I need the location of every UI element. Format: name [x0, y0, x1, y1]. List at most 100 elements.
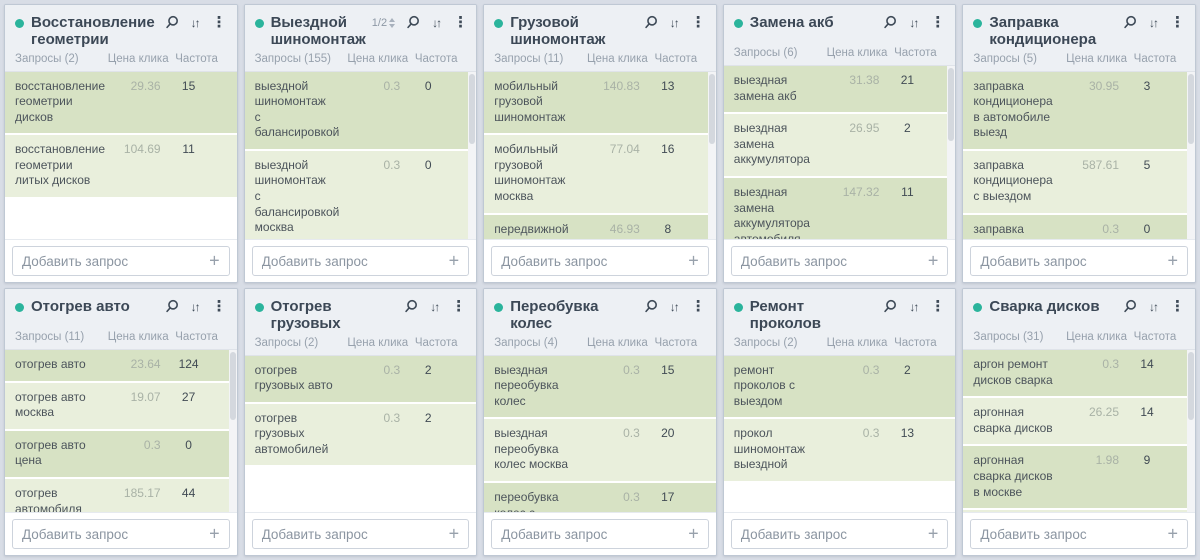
add-query-input[interactable]: [731, 520, 948, 548]
plus-icon[interactable]: +: [448, 523, 460, 544]
scrollbar[interactable]: [1187, 71, 1195, 239]
query-row[interactable]: аргонная сварка дисков в москве 1.98 9: [963, 446, 1195, 509]
kebab-menu-icon[interactable]: ⋮: [211, 14, 227, 31]
search-icon[interactable]: [1123, 15, 1138, 30]
kebab-menu-icon[interactable]: ⋮: [690, 14, 706, 31]
plus-icon[interactable]: +: [1167, 250, 1178, 271]
search-icon[interactable]: [644, 299, 659, 314]
query-row[interactable]: выездной шиномонтаж с балансировкой моск…: [244, 150, 477, 239]
scrollbar[interactable]: [1187, 350, 1195, 512]
kebab-menu-icon[interactable]: ⋮: [690, 298, 706, 315]
query-row[interactable]: отогрев авто москва 19.07 27: [5, 382, 237, 429]
sort-icon[interactable]: ↓↑: [190, 15, 201, 30]
plus-icon[interactable]: +: [1167, 523, 1178, 544]
page-stepper-icon[interactable]: [389, 17, 396, 28]
query-row[interactable]: прокол шиномонтаж выездной 0.3 13: [723, 419, 956, 482]
search-icon[interactable]: [165, 15, 180, 30]
page-indicator[interactable]: 1/2: [372, 17, 396, 29]
sort-icon[interactable]: ↓↑: [669, 299, 680, 314]
query-list: выездная переобувка колес 0.3 15 выездна…: [484, 354, 716, 512]
sort-icon[interactable]: ↓↑: [1149, 15, 1159, 30]
plus-icon[interactable]: +: [688, 523, 699, 544]
scrollbar-thumb[interactable]: [1188, 352, 1194, 421]
kebab-menu-icon[interactable]: ⋮: [930, 298, 946, 315]
query-row[interactable]: заправка кондиционера в автомобиле выезд…: [963, 71, 1195, 149]
query-row[interactable]: отогрев автомобиля 185.17 44: [5, 478, 237, 512]
plus-icon[interactable]: +: [209, 523, 220, 544]
scrollbar-thumb[interactable]: [229, 352, 236, 421]
add-query-input[interactable]: [971, 247, 1187, 275]
add-query-input[interactable]: [13, 247, 229, 275]
query-row[interactable]: аргон ремонт дисков сварка 0.3 14: [963, 350, 1195, 397]
query-row[interactable]: передвижной грузовой шиномонтаж 46.93 8: [484, 214, 716, 239]
scrollbar[interactable]: [707, 71, 716, 239]
query-row[interactable]: выездная замена аккумулятора 26.95 2: [723, 114, 956, 176]
query-row[interactable]: мобильный грузовой шиномонтаж 140.83 13: [484, 71, 716, 134]
kebab-menu-icon[interactable]: ⋮: [453, 14, 469, 31]
search-icon[interactable]: [165, 299, 180, 314]
scrollbar[interactable]: [468, 71, 477, 239]
query-row[interactable]: заправка кондиционера выездная 0.3 0: [963, 214, 1195, 239]
card-footer: +: [723, 239, 956, 282]
scrollbar[interactable]: [947, 66, 956, 239]
add-query-input[interactable]: [252, 247, 469, 275]
query-row[interactable]: аргонная сварка ремонт диска 0.3 46: [963, 510, 1195, 512]
query-row[interactable]: выездная замена аккумулятора автомобиля …: [723, 177, 956, 239]
search-icon[interactable]: [1123, 299, 1138, 314]
scrollbar-thumb[interactable]: [708, 73, 715, 144]
query-row[interactable]: восстановление геометрии дисков 29.36 15: [5, 71, 237, 134]
kebab-menu-icon[interactable]: ⋮: [1170, 14, 1185, 31]
query-row[interactable]: выездная замена акб 31.38 21: [723, 66, 956, 113]
plus-icon[interactable]: +: [927, 523, 939, 544]
kebab-menu-icon[interactable]: ⋮: [1170, 298, 1185, 315]
query-price: 0.3: [623, 426, 640, 441]
sort-icon[interactable]: ↓↑: [432, 15, 442, 30]
query-row[interactable]: отогрев грузовых авто 0.3 2: [244, 355, 477, 402]
kebab-menu-icon[interactable]: ⋮: [930, 14, 946, 31]
query-row[interactable]: выездная переобувка колес москва 0.3 20: [484, 419, 716, 482]
query-frequency: 0: [1143, 221, 1151, 236]
plus-icon[interactable]: +: [688, 250, 699, 271]
status-dot-icon: [973, 19, 983, 28]
search-icon[interactable]: [883, 15, 898, 30]
scrollbar-thumb[interactable]: [469, 73, 476, 144]
sort-icon[interactable]: ↓↑: [909, 299, 919, 314]
plus-icon[interactable]: +: [209, 250, 220, 271]
kebab-menu-icon[interactable]: ⋮: [451, 298, 467, 315]
query-row[interactable]: аргонная сварка дисков 26.25 14: [963, 398, 1195, 445]
sort-icon[interactable]: ↓↑: [430, 299, 440, 314]
query-row[interactable]: переобувка колес с выездом 0.3 17: [484, 483, 716, 512]
plus-icon[interactable]: +: [927, 250, 939, 271]
column-header-frequency: Частота: [175, 331, 218, 343]
query-row[interactable]: мобильный грузовой шиномонтаж москва 77.…: [484, 135, 716, 213]
status-dot-icon: [254, 303, 264, 312]
sort-icon[interactable]: ↓↑: [669, 15, 680, 30]
query-row[interactable]: ремонт проколов с выездом 0.3 2: [723, 355, 956, 418]
scrollbar[interactable]: [228, 350, 237, 512]
scrollbar-thumb[interactable]: [948, 68, 955, 141]
query-row[interactable]: отогрев авто цена 0.3 0: [5, 430, 237, 477]
scrollbar-thumb[interactable]: [1188, 73, 1194, 144]
kebab-menu-icon[interactable]: ⋮: [211, 298, 227, 315]
search-icon[interactable]: [404, 299, 419, 314]
search-icon[interactable]: [644, 15, 659, 30]
query-row[interactable]: отогрев грузовых автомобилей 0.3 2: [244, 403, 477, 466]
add-query-input[interactable]: [492, 247, 708, 275]
sort-icon[interactable]: ↓↑: [1149, 299, 1159, 314]
query-row[interactable]: выездной шиномонтаж с балансировкой 0.3 …: [244, 71, 477, 149]
add-query-input[interactable]: [252, 520, 469, 548]
query-row[interactable]: отогрев авто 23.64 124: [5, 350, 237, 381]
add-query-input[interactable]: [731, 247, 948, 275]
query-row[interactable]: восстановление геометрии литых дисков 10…: [5, 135, 237, 198]
search-icon[interactable]: [406, 15, 421, 30]
plus-icon[interactable]: +: [448, 250, 460, 271]
add-query-input[interactable]: [13, 520, 229, 548]
sort-icon[interactable]: ↓↑: [909, 15, 919, 30]
sort-icon[interactable]: ↓↑: [190, 299, 201, 314]
query-row[interactable]: выездная переобувка колес 0.3 15: [484, 355, 716, 418]
column-header-price: Цена клика: [826, 47, 888, 59]
add-query-input[interactable]: [492, 520, 708, 548]
query-row[interactable]: заправка кондиционера с выездом 587.61 5: [963, 150, 1195, 213]
add-query-input[interactable]: [971, 520, 1187, 548]
search-icon[interactable]: [883, 299, 898, 314]
